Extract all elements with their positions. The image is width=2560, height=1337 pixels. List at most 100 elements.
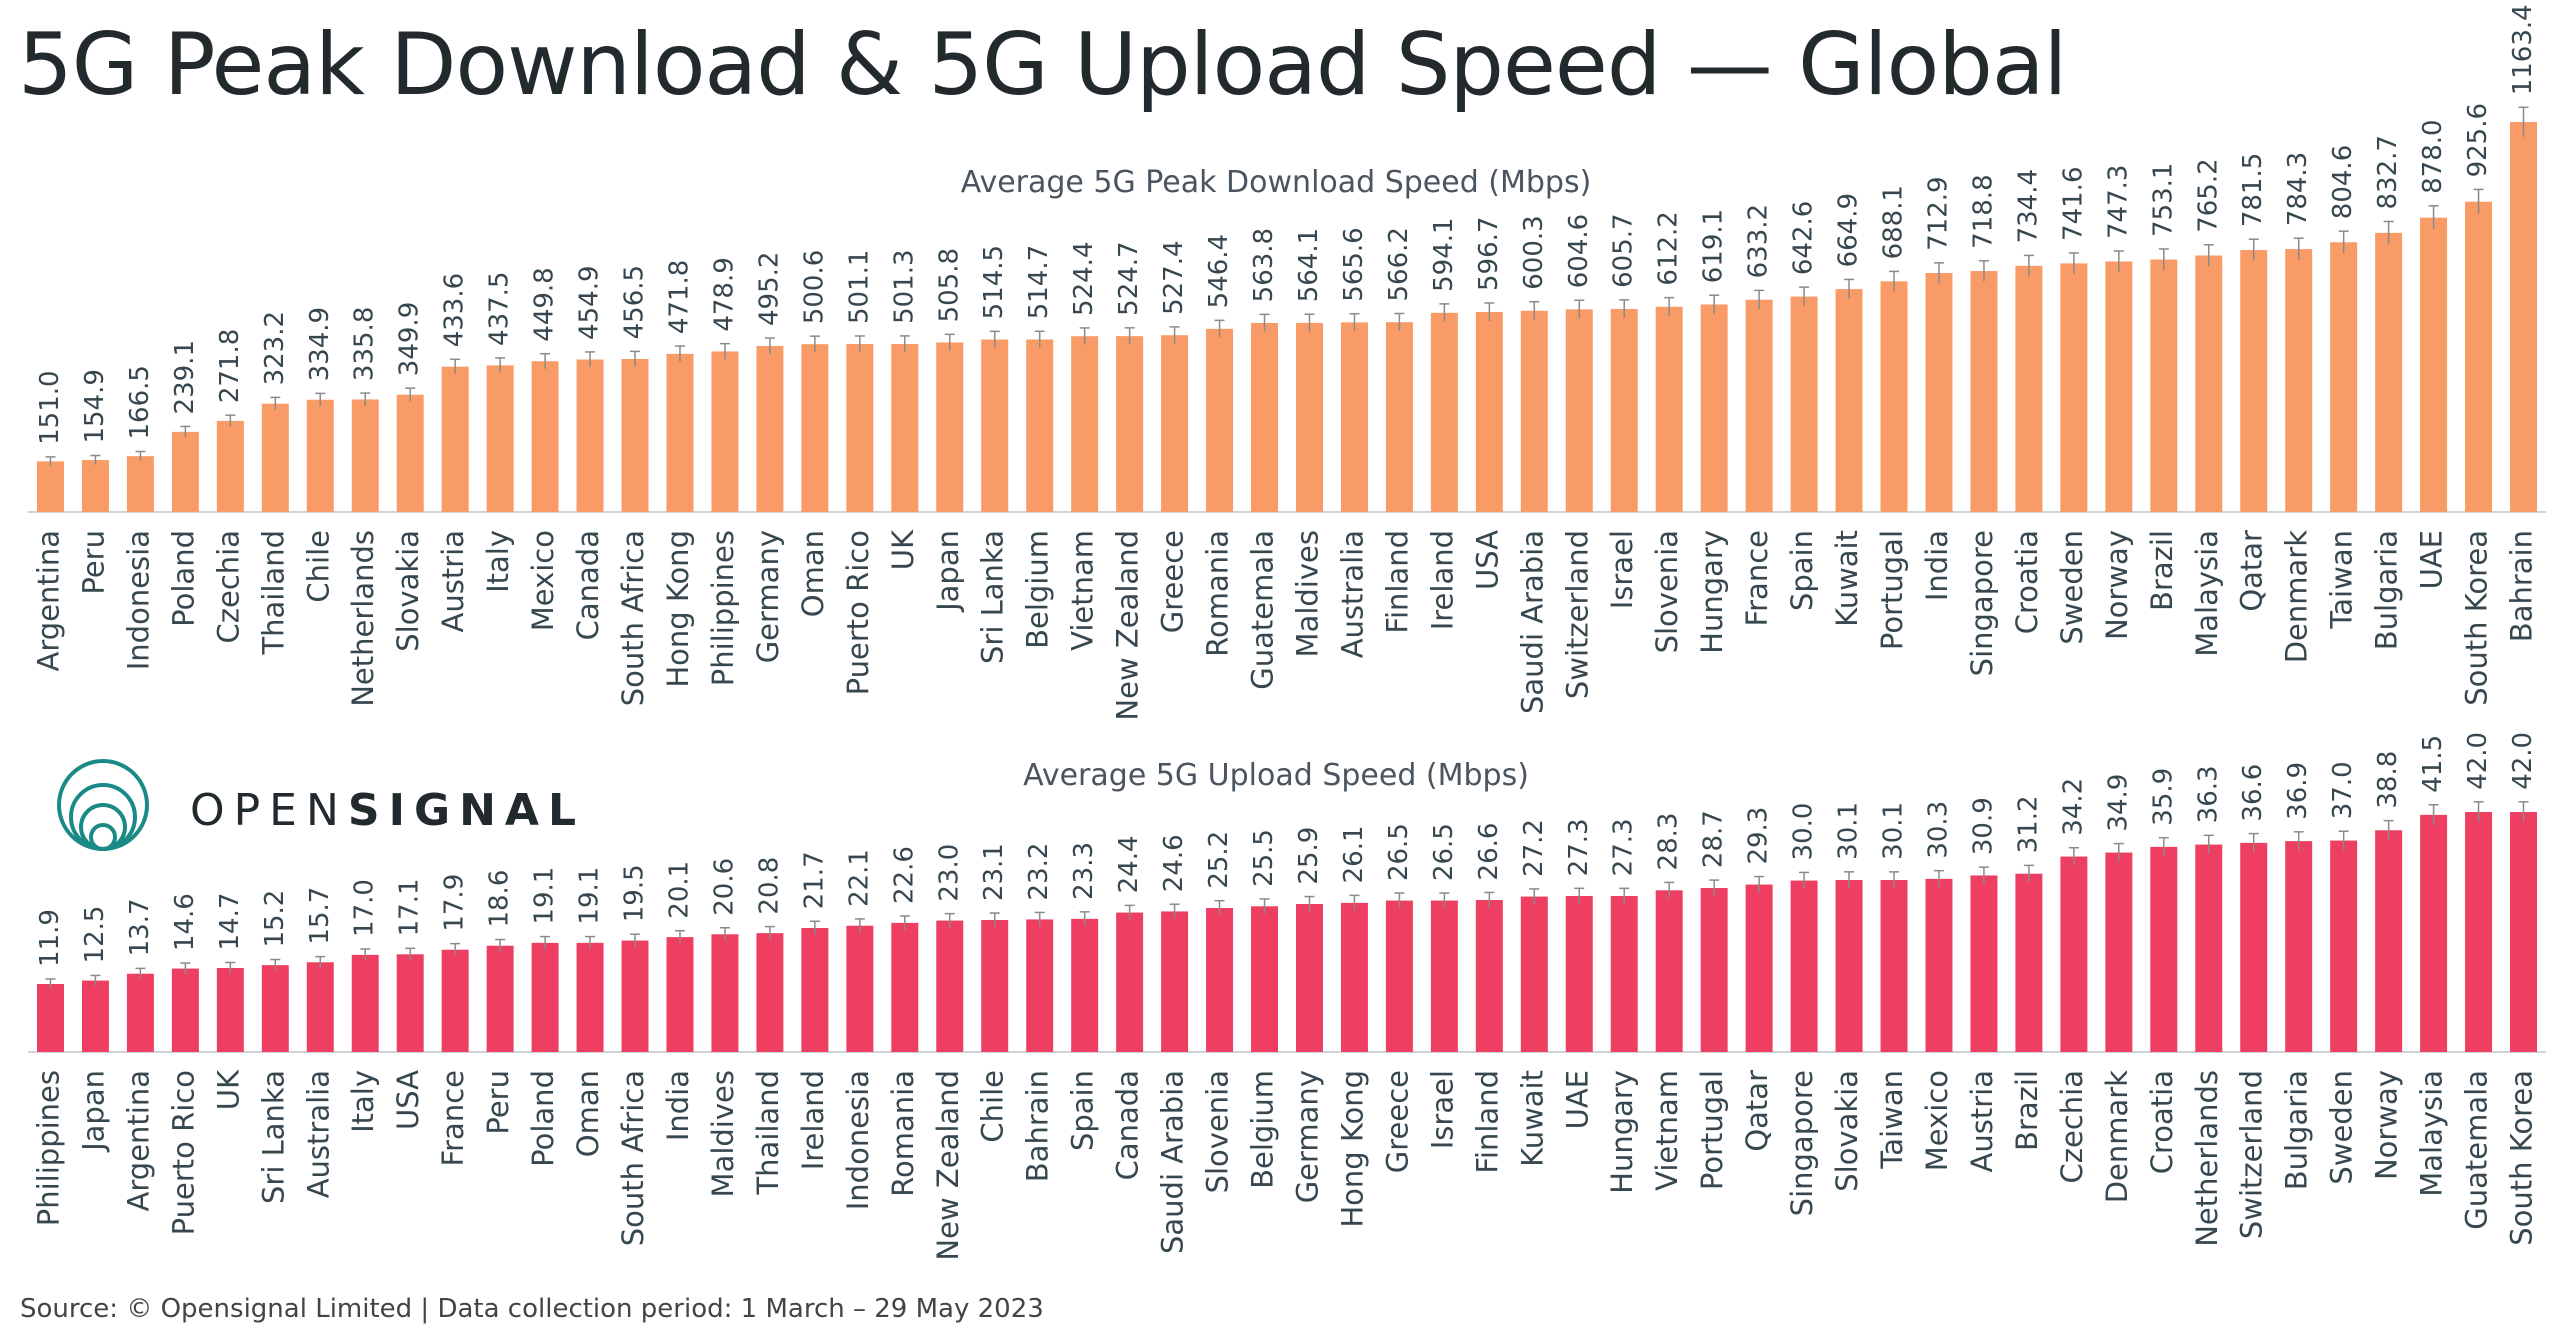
download-bar	[1116, 336, 1144, 512]
download-bar	[2060, 263, 2088, 512]
download-data-label: 804.6	[2328, 145, 2358, 219]
download-data-label: 564.1	[1294, 228, 1324, 302]
download-data-label: 335.8	[350, 307, 380, 381]
download-bar	[1790, 296, 1818, 512]
download-data-label: 594.1	[1429, 217, 1459, 291]
upload-category-label: Finland	[1470, 1070, 1504, 1174]
download-bar	[1970, 271, 1998, 512]
upload-data-label: 18.6	[485, 870, 515, 928]
upload-category-label: Thailand	[751, 1070, 785, 1196]
upload-category-label: South Korea	[2505, 1070, 2539, 1246]
upload-bar	[2420, 814, 2448, 1052]
page-title: 5G Peak Download & 5G Upload Speed — Glo…	[18, 15, 2067, 115]
upload-category-label: Oman	[571, 1070, 605, 1157]
download-category-label: Chile	[301, 530, 335, 603]
opensignal-rings-icon	[57, 759, 149, 851]
upload-data-label: 26.5	[1429, 823, 1459, 881]
download-category-label: Spain	[1785, 530, 1819, 611]
download-bar	[1385, 322, 1413, 512]
download-category-label: Sri Lanka	[976, 530, 1010, 664]
download-data-label: 832.7	[2373, 135, 2403, 209]
download-category-label: New Zealand	[1111, 530, 1145, 721]
download-category-label: Israel	[1605, 530, 1639, 609]
download-category-label: Netherlands	[346, 530, 380, 707]
download-data-label: 437.5	[485, 272, 515, 346]
upload-data-label: 30.3	[1923, 801, 1953, 859]
download-data-label: 524.7	[1114, 241, 1144, 315]
upload-data-label: 25.9	[1294, 827, 1324, 885]
upload-data-label: 23.1	[979, 843, 1009, 901]
upload-data-label: 20.1	[664, 861, 694, 919]
upload-category-label: New Zealand	[931, 1070, 965, 1261]
upload-bar	[486, 945, 514, 1052]
download-category-label: Greece	[1156, 530, 1190, 633]
download-data-label: 527.4	[1159, 240, 1189, 314]
download-bar	[1161, 335, 1189, 512]
upload-bar	[1790, 880, 1818, 1052]
download-data-label: 604.6	[1564, 214, 1594, 288]
download-bar	[1340, 322, 1368, 512]
upload-data-label: 19.1	[575, 867, 605, 925]
download-data-label: 712.9	[1923, 176, 1953, 250]
download-bar	[711, 351, 739, 512]
upload-category-label: Italy	[346, 1070, 380, 1133]
download-category-label: South Africa	[616, 530, 650, 706]
download-data-label: 612.2	[1654, 211, 1684, 285]
download-bar	[756, 346, 784, 512]
download-category-label: Maldives	[1290, 530, 1324, 657]
download-category-label: Norway	[2100, 530, 2134, 640]
upload-data-label: 11.9	[35, 909, 65, 967]
upload-data-label: 28.3	[1654, 813, 1684, 871]
download-category-label: Oman	[796, 530, 830, 617]
download-data-label: 688.1	[1879, 185, 1909, 259]
upload-category-label: Bahrain	[1021, 1070, 1055, 1182]
upload-bar	[216, 968, 244, 1052]
download-category-label: South Korea	[2460, 530, 2494, 706]
download-category-label: USA	[1470, 530, 1504, 590]
download-category-label: Philippines	[706, 530, 740, 686]
upload-category-label: Saudi Arabia	[1156, 1070, 1190, 1254]
upload-data-label: 36.9	[2283, 762, 2313, 820]
download-category-label: Indonesia	[121, 530, 155, 670]
download-chart-title: Average 5G Peak Download Speed (Mbps)	[961, 165, 1592, 200]
upload-category-label: Brazil	[2010, 1070, 2044, 1151]
download-bar	[1206, 328, 1234, 512]
upload-category-label: Belgium	[1246, 1070, 1280, 1189]
download-bar	[1475, 311, 1503, 512]
upload-bar	[2105, 852, 2133, 1052]
upload-bar	[306, 962, 334, 1052]
upload-category-label: Indonesia	[841, 1070, 875, 1210]
download-category-label: Bulgaria	[2370, 530, 2404, 650]
upload-data-label: 17.1	[395, 878, 425, 936]
upload-data-label: 22.6	[889, 846, 919, 904]
download-category-label: Puerto Rico	[841, 530, 875, 695]
upload-data-label: 20.8	[754, 857, 784, 915]
upload-data-label: 26.5	[1384, 823, 1414, 881]
download-bar	[2150, 259, 2178, 512]
upload-bar	[1520, 896, 1548, 1052]
download-data-label: 925.6	[2463, 103, 2493, 177]
download-bar	[1655, 306, 1683, 512]
upload-category-label: Spain	[1066, 1070, 1100, 1151]
upload-data-label: 27.3	[1609, 818, 1639, 876]
download-category-label: Poland	[166, 530, 200, 627]
upload-category-label: Kuwait	[1515, 1070, 1549, 1167]
download-data-label: 514.7	[1024, 245, 1054, 319]
download-category-label: Hong Kong	[661, 530, 695, 688]
upload-data-label: 29.3	[1744, 807, 1774, 865]
download-data-label: 633.2	[1744, 204, 1774, 278]
upload-data-label: 26.6	[1474, 823, 1504, 881]
upload-category-label: Slovakia	[1830, 1070, 1864, 1192]
download-category-label: Canada	[571, 530, 605, 640]
upload-category-label: Germany	[1290, 1070, 1324, 1203]
download-bar	[2105, 261, 2133, 512]
upload-data-label: 17.9	[440, 874, 470, 932]
upload-category-label: Austria	[1965, 1070, 1999, 1172]
download-bar	[2330, 242, 2358, 512]
upload-category-label: Puerto Rico	[166, 1070, 200, 1235]
upload-bar	[891, 922, 919, 1052]
download-data-label: 563.8	[1249, 228, 1279, 302]
download-category-label: Sweden	[2055, 530, 2089, 645]
upload-data-label: 22.1	[844, 849, 874, 907]
download-bar	[576, 359, 604, 512]
